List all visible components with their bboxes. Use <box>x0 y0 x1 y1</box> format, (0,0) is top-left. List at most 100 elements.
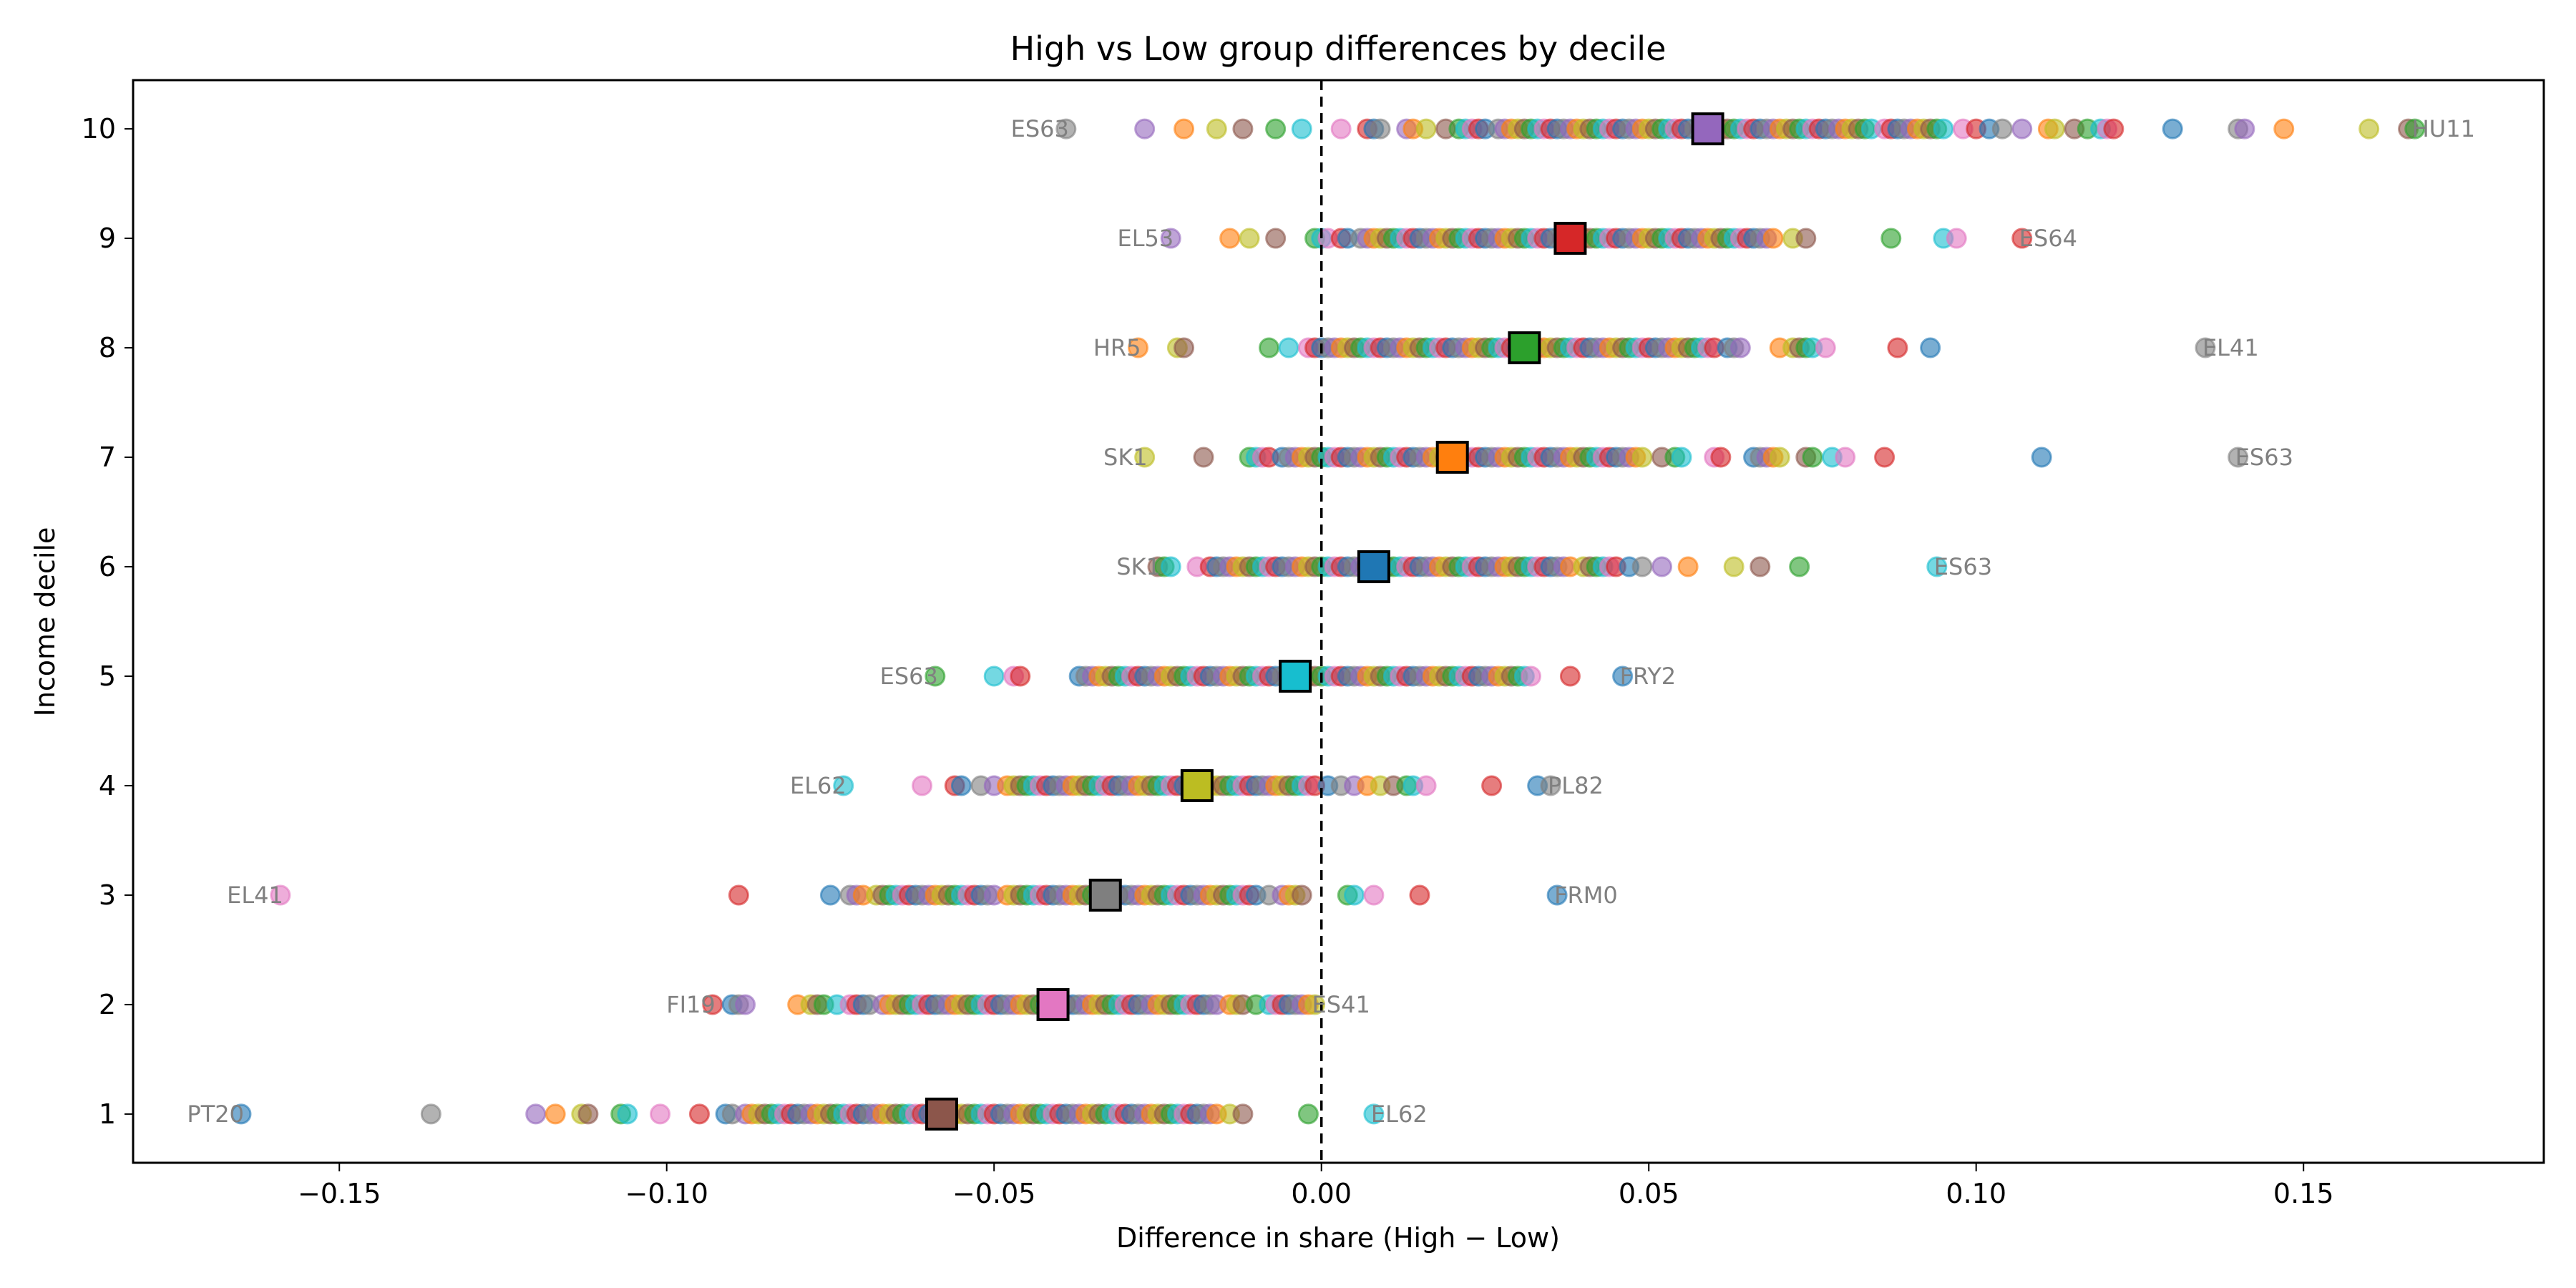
max-point-label: EL62 <box>1371 1101 1428 1128</box>
country-point <box>1546 884 1568 906</box>
country-point <box>1710 447 1732 468</box>
country-point <box>1887 337 1908 358</box>
min-point-label: FI19 <box>666 991 716 1018</box>
annotations-layer: PT20 EL62 FI19 ES41 EL41 FRM0 EL62 PL82 ES63 FRY2… <box>187 115 2475 1128</box>
country-point <box>1802 447 1823 468</box>
y-tick-label: 1 <box>99 1098 116 1130</box>
country-point <box>1219 228 1241 249</box>
y-tick-label: 7 <box>99 441 116 473</box>
decile-mean-marker <box>1036 987 1070 1021</box>
min-point-label: EL41 <box>227 882 283 909</box>
x-tick-label: 0.15 <box>2273 1178 2334 1209</box>
x-axis-label: Difference in share (High − Low) <box>1116 1222 1560 1254</box>
country-point <box>2234 118 2255 140</box>
country-point <box>1789 556 1810 577</box>
country-point <box>1128 337 1149 358</box>
country-point <box>1297 1103 1319 1125</box>
plot-area: PT20 EL62 FI19 ES41 EL41 FRM0 EL62 PL82 ES63 FRY2… <box>132 79 2545 1164</box>
country-point <box>525 1103 547 1125</box>
max-point-label: EL41 <box>2202 334 2259 361</box>
country-point <box>1363 884 1385 906</box>
country-point <box>735 994 756 1015</box>
country-point <box>2011 118 2033 140</box>
country-point <box>1174 118 1195 140</box>
min-point-label: ES63 <box>880 663 938 690</box>
country-point <box>1723 556 1745 577</box>
country-point <box>1521 665 1542 687</box>
country-point <box>1134 447 1156 468</box>
country-point <box>2011 228 2033 249</box>
min-point-label: SK1 <box>1103 444 1148 471</box>
min-point-label: HR5 <box>1093 334 1141 361</box>
chart-title: High vs Low group differences by decile <box>1010 29 1667 68</box>
x-axis: −0.15 −0.10 −0.05 0.00 0.05 0.10 0.15 <box>298 1163 2334 1209</box>
country-point <box>2228 447 2249 468</box>
country-point <box>1677 556 1699 577</box>
country-point <box>1946 228 1967 249</box>
max-point-label: HU11 <box>2412 115 2475 142</box>
country-point <box>1933 118 1954 140</box>
country-point <box>1481 775 1503 796</box>
x-tick-label: −0.15 <box>298 1178 381 1209</box>
country-point <box>1363 1103 1385 1125</box>
min-point-label: ES63 <box>1011 115 1069 142</box>
country-point <box>1415 118 1437 140</box>
country-point <box>924 665 946 687</box>
country-point <box>833 775 854 796</box>
country-point <box>1769 447 1790 468</box>
country-point <box>1160 228 1181 249</box>
country-point <box>1239 228 1260 249</box>
axes-background <box>133 80 2544 1163</box>
country-point <box>1174 337 1195 358</box>
x-tick-label: −0.05 <box>952 1178 1035 1209</box>
x-tick-label: 0.10 <box>1946 1178 2006 1209</box>
country-point <box>2404 118 2426 140</box>
country-point <box>1612 665 1634 687</box>
max-point-label: ES41 <box>1312 991 1370 1018</box>
country-point <box>1729 337 1751 358</box>
country-point <box>1259 337 1280 358</box>
country-point <box>1010 665 1031 687</box>
y-tick-label: 10 <box>82 113 116 145</box>
country-point <box>650 1103 671 1125</box>
country-point <box>2044 118 2066 140</box>
country-point <box>1926 556 1948 577</box>
country-point <box>1232 1103 1254 1125</box>
x-tick-label: 0.00 <box>1291 1178 1352 1209</box>
country-point <box>1304 994 1326 1015</box>
max-point-label: FRY2 <box>1620 663 1677 690</box>
x-tick-label: −0.10 <box>625 1178 708 1209</box>
country-point <box>1330 118 1352 140</box>
y-axis: 1 2 3 4 5 6 7 8 9 10 <box>82 113 133 1130</box>
max-point-label: ES63 <box>2235 444 2293 471</box>
axes-frame <box>132 79 2545 1164</box>
country-point <box>1920 337 1941 358</box>
country-point <box>1193 447 1214 468</box>
country-point <box>1671 447 1692 468</box>
country-point <box>1631 447 1653 468</box>
country-point <box>1265 118 1287 140</box>
country-point <box>1134 118 1156 140</box>
country-point <box>1762 228 1784 249</box>
y-tick-label: 9 <box>99 223 116 254</box>
country-point <box>1559 665 1581 687</box>
max-point-label: ES64 <box>2019 225 2077 252</box>
x-tick-label: 0.05 <box>1619 1178 1679 1209</box>
country-point <box>912 775 933 796</box>
country-point <box>1409 884 1430 906</box>
country-point <box>1206 118 1227 140</box>
min-point-label: EL62 <box>790 772 847 799</box>
country-point <box>728 884 749 906</box>
y-axis-label: Income decile <box>29 527 61 717</box>
y-tick-label: 6 <box>99 551 116 582</box>
country-point <box>2162 118 2183 140</box>
country-point <box>2195 337 2216 358</box>
country-point <box>1795 228 1817 249</box>
means-layer <box>925 112 1724 1131</box>
country-point <box>1415 775 1437 796</box>
decile-mean-marker <box>1180 769 1214 802</box>
country-point <box>1278 337 1299 358</box>
country-point <box>2103 118 2124 140</box>
country-point <box>1631 556 1653 577</box>
decile-mean-marker <box>1357 550 1390 584</box>
